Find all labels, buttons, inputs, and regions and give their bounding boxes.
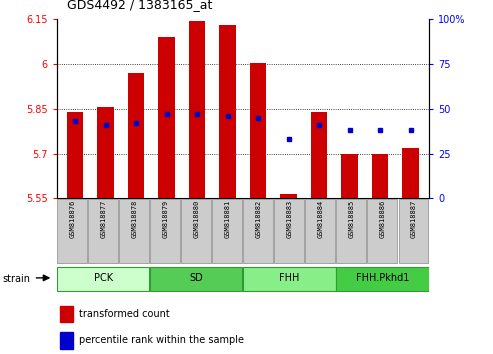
Bar [367, 199, 397, 263]
Bar [306, 199, 335, 263]
Bar [212, 199, 242, 263]
Bar [150, 267, 243, 291]
Text: GDS4492 / 1383165_at: GDS4492 / 1383165_at [67, 0, 212, 11]
Bar [275, 199, 304, 263]
Text: GSM818882: GSM818882 [255, 200, 261, 239]
Bar [158, 37, 175, 198]
Bar [337, 199, 366, 263]
Text: GSM818884: GSM818884 [317, 200, 323, 239]
Bar [243, 267, 336, 291]
Text: PCK: PCK [94, 273, 113, 283]
Bar [67, 112, 83, 198]
Text: GSM818878: GSM818878 [131, 200, 137, 239]
Bar [189, 21, 206, 198]
Bar [249, 63, 266, 198]
Text: GSM818887: GSM818887 [410, 200, 417, 239]
Text: GSM818881: GSM818881 [224, 200, 230, 239]
Text: FHH: FHH [279, 273, 300, 283]
Text: strain: strain [2, 274, 31, 284]
Bar [57, 199, 87, 263]
Text: SD: SD [189, 273, 203, 283]
Bar [341, 154, 358, 198]
Bar [57, 267, 149, 291]
Bar [244, 199, 273, 263]
Text: FHH.Pkhd1: FHH.Pkhd1 [355, 273, 409, 283]
Bar [336, 267, 428, 291]
Bar [119, 199, 149, 263]
Text: GSM818883: GSM818883 [286, 200, 292, 239]
Bar [280, 194, 297, 198]
Text: GSM818886: GSM818886 [380, 200, 386, 239]
Bar [150, 199, 180, 263]
Bar [97, 107, 114, 198]
Text: GSM818885: GSM818885 [349, 200, 354, 239]
Bar [372, 154, 388, 198]
Bar [311, 112, 327, 198]
Bar [128, 73, 144, 198]
Bar [402, 148, 419, 198]
Text: transformed count: transformed count [79, 309, 170, 319]
Text: GSM818876: GSM818876 [69, 200, 75, 239]
Bar [61, 332, 73, 348]
Bar [88, 199, 118, 263]
Bar [181, 199, 211, 263]
Bar [398, 199, 428, 263]
Text: GSM818880: GSM818880 [193, 200, 199, 239]
Bar [219, 25, 236, 198]
Text: GSM818879: GSM818879 [162, 200, 168, 239]
Bar [61, 306, 73, 322]
Text: percentile rank within the sample: percentile rank within the sample [79, 335, 244, 345]
Text: GSM818877: GSM818877 [100, 200, 106, 239]
